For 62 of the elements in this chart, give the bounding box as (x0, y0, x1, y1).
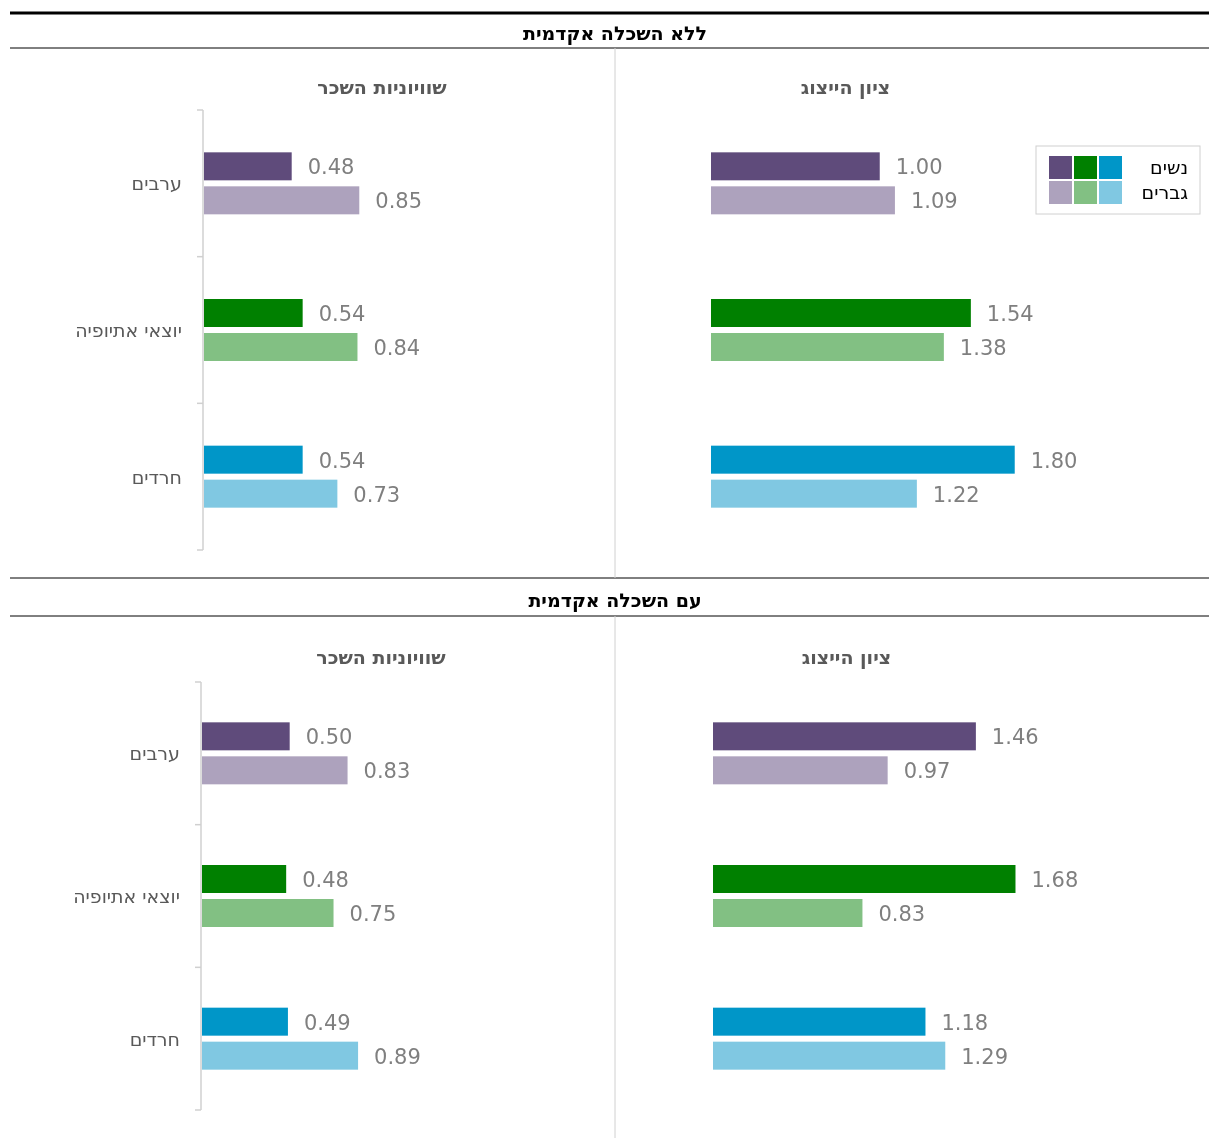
bar (204, 479, 338, 508)
data-label: 0.85 (375, 189, 423, 214)
data-label: 0.54 (318, 448, 366, 473)
data-label: 0.73 (353, 482, 401, 507)
text: ללא השכלה אקדמית (522, 22, 708, 45)
bar (713, 722, 976, 751)
data-label: 0.48 (307, 155, 355, 180)
chart-title: ציון הייצוג (801, 646, 892, 669)
bar (711, 152, 880, 181)
y-tick-label: חרדים (129, 1027, 180, 1050)
bar (711, 445, 1015, 474)
data-label: 0.83 (363, 759, 411, 784)
bar (713, 865, 1016, 893)
data-label: 0.97 (903, 759, 951, 784)
data-label: 0.84 (373, 336, 421, 360)
data-label: 0.83 (878, 902, 926, 926)
bar (204, 445, 303, 474)
bar (713, 1041, 946, 1070)
legend-label: נשים (1150, 156, 1188, 178)
y-tick-label: ערבים (131, 172, 182, 195)
data-label: 1.18 (941, 1010, 989, 1035)
data-label: 0.49 (303, 1010, 351, 1035)
data-label: 0.89 (374, 1044, 421, 1069)
data-label: 1.38 (959, 336, 1007, 360)
bar (202, 722, 290, 751)
chart-title: שוויוניות השכר (317, 76, 448, 98)
bar (202, 1041, 359, 1070)
bar (204, 299, 303, 327)
data-label: 0.50 (305, 725, 353, 750)
bar (713, 1007, 926, 1036)
y-tick-label: יוצאי אתיופיה (75, 319, 182, 341)
bar (202, 756, 348, 785)
data-label: 1.22 (932, 482, 980, 507)
bar (204, 152, 292, 181)
bar (202, 899, 334, 927)
bar (711, 479, 917, 508)
data-label: 1.46 (991, 725, 1039, 750)
data-label: 1.00 (895, 155, 943, 180)
data-label: 1.80 (1030, 448, 1078, 473)
bar (713, 756, 888, 785)
bar (204, 333, 358, 361)
bar (711, 299, 971, 327)
bar (713, 899, 863, 927)
y-tick-label: ערבים (129, 742, 180, 765)
y-tick-label: חרדים (131, 465, 182, 488)
data-label: 1.68 (1031, 868, 1079, 892)
text: עם השכלה אקדמית (528, 589, 702, 612)
data-label: 0.48 (302, 868, 349, 892)
bar (202, 865, 287, 893)
bar (711, 186, 895, 215)
y-tick-label: יוצאי אתיופיה (73, 885, 180, 907)
legend-label: גברים (1141, 181, 1189, 203)
chart-title: שוויוניות השכר (316, 646, 447, 668)
data-label: 0.75 (349, 902, 397, 926)
chart-title: ציון הייצוג (800, 76, 891, 99)
data-label: 0.54 (318, 302, 366, 326)
data-label: 1.54 (986, 302, 1034, 326)
bar (204, 186, 360, 215)
bar (202, 1007, 288, 1036)
data-label: 1.09 (910, 189, 958, 214)
bar (711, 333, 944, 361)
data-label: 1.29 (961, 1044, 1009, 1069)
